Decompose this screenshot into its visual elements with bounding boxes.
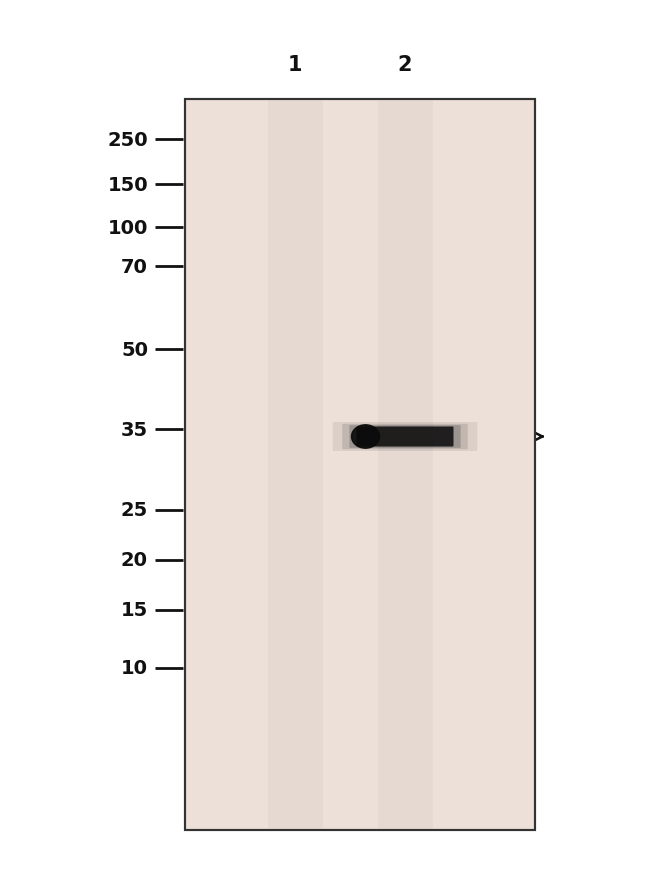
Bar — [378, 100, 432, 830]
Text: 15: 15 — [121, 600, 148, 620]
Ellipse shape — [352, 425, 380, 448]
Text: 35: 35 — [121, 421, 148, 440]
Bar — [268, 100, 322, 830]
Bar — [185, 100, 535, 830]
FancyBboxPatch shape — [343, 424, 468, 449]
Bar — [185, 100, 535, 830]
Text: 2: 2 — [398, 55, 412, 75]
Text: 70: 70 — [121, 257, 148, 276]
Text: 250: 250 — [107, 130, 148, 149]
FancyBboxPatch shape — [350, 426, 461, 448]
Text: 20: 20 — [121, 550, 148, 569]
Text: 1: 1 — [288, 55, 302, 75]
Text: 25: 25 — [121, 501, 148, 520]
Text: 150: 150 — [107, 176, 148, 195]
FancyBboxPatch shape — [333, 422, 477, 452]
Text: 50: 50 — [121, 341, 148, 360]
Text: 10: 10 — [121, 659, 148, 678]
FancyBboxPatch shape — [356, 427, 454, 447]
Text: 100: 100 — [108, 218, 148, 237]
